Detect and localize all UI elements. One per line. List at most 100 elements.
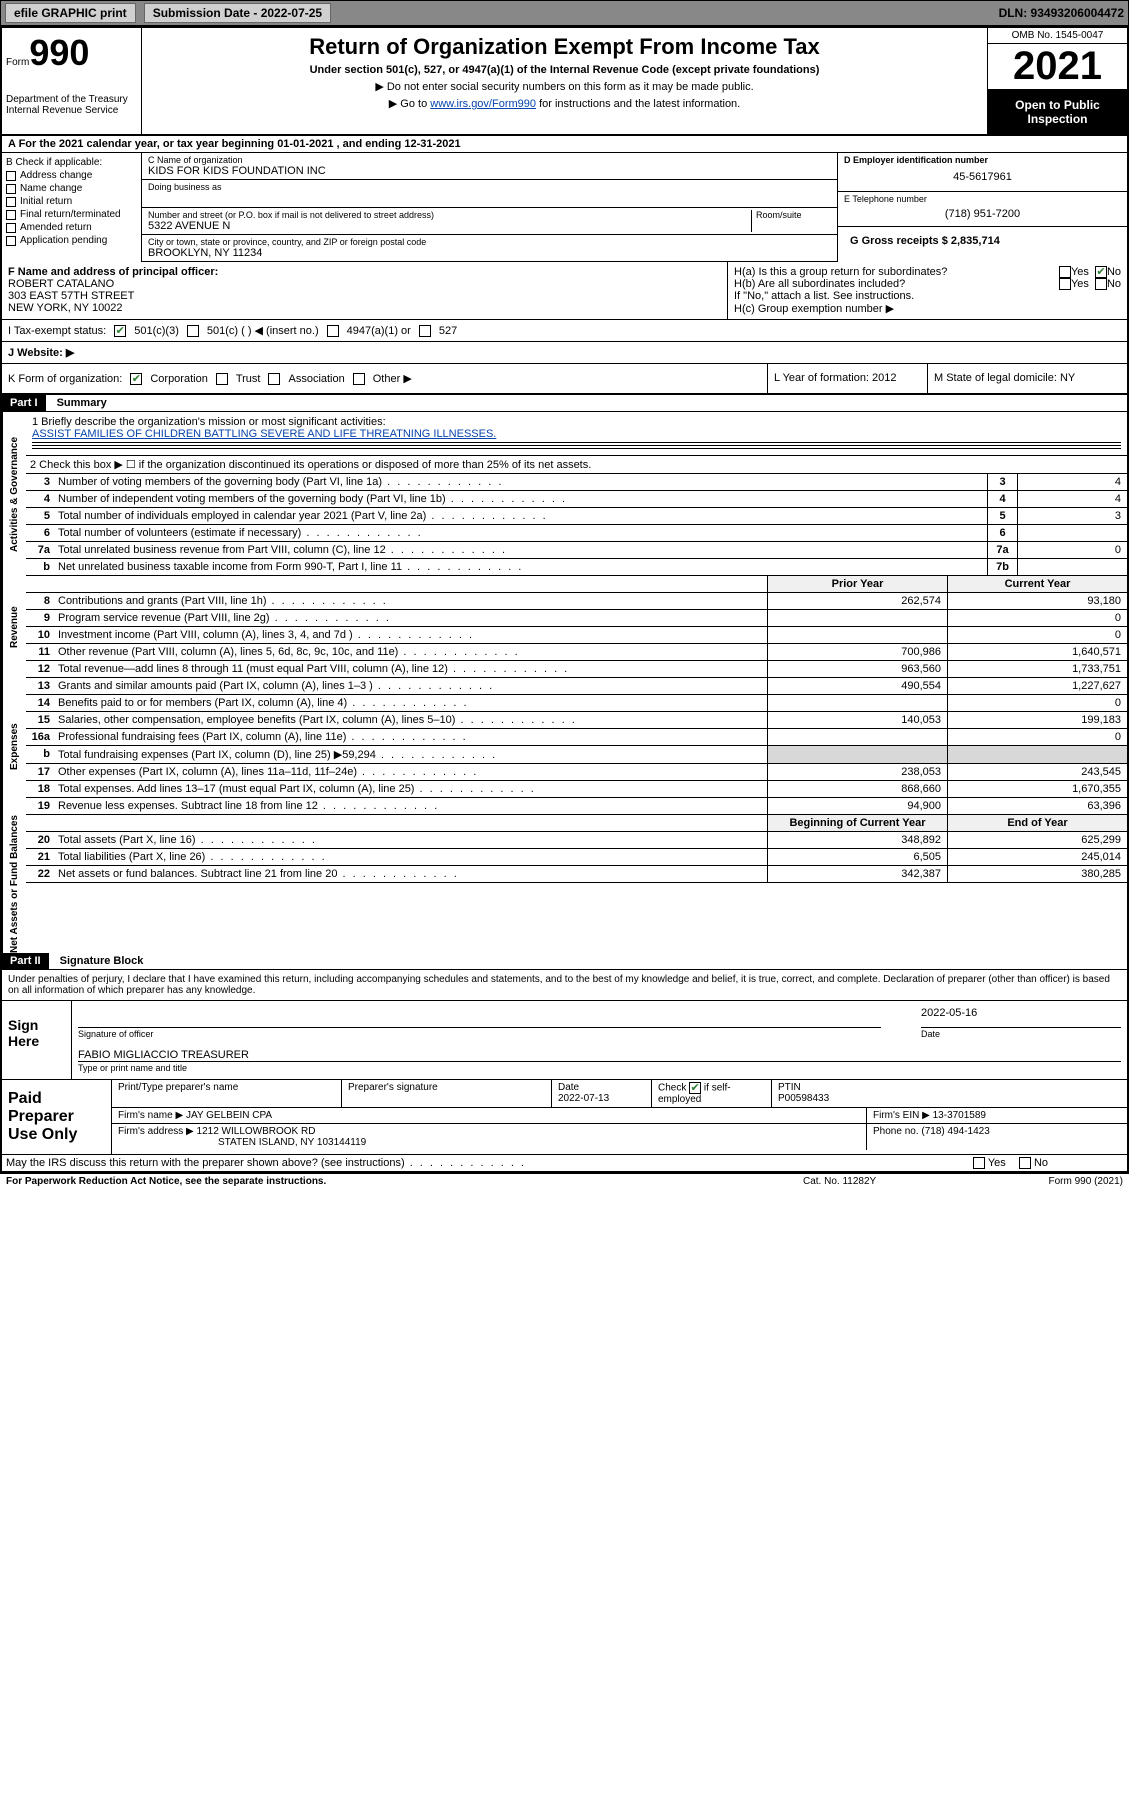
line-ref: 7b bbox=[987, 559, 1017, 575]
row-i: I Tax-exempt status: 501(c)(3) 501(c) ( … bbox=[2, 320, 1127, 342]
line-2: 2 Check this box ▶ ☐ if the organization… bbox=[26, 456, 1127, 473]
val-current: 245,014 bbox=[947, 849, 1127, 865]
chk-501c[interactable] bbox=[187, 325, 199, 337]
form-word: Form bbox=[6, 57, 29, 68]
line-num: 4 bbox=[26, 491, 54, 507]
table-row: 17Other expenses (Part IX, column (A), l… bbox=[26, 764, 1127, 781]
table-row: 20Total assets (Part X, line 16)348,8926… bbox=[26, 832, 1127, 849]
table-row: 15Salaries, other compensation, employee… bbox=[26, 712, 1127, 729]
line-num: 19 bbox=[26, 798, 54, 814]
form-subtitle: Under section 501(c), 527, or 4947(a)(1)… bbox=[152, 64, 977, 76]
footer-form: Form 990 (2021) bbox=[983, 1176, 1123, 1187]
no-label: No bbox=[1034, 1157, 1048, 1169]
firm-ein: 13-3701589 bbox=[933, 1110, 986, 1121]
k-opt: Corporation bbox=[150, 373, 207, 385]
col-current: Current Year bbox=[947, 576, 1127, 592]
preparer-section: Paid Preparer Use Only Print/Type prepar… bbox=[2, 1079, 1127, 1154]
line-num: 21 bbox=[26, 849, 54, 865]
table-row: 4Number of independent voting members of… bbox=[26, 491, 1127, 508]
ha-yes[interactable] bbox=[1059, 266, 1071, 278]
line-val bbox=[1017, 525, 1127, 541]
footer-catno: Cat. No. 11282Y bbox=[803, 1176, 983, 1187]
table-row: 3Number of voting members of the governi… bbox=[26, 474, 1127, 491]
chk-trust[interactable] bbox=[216, 373, 228, 385]
submission-date-button[interactable]: Submission Date - 2022-07-25 bbox=[144, 3, 331, 23]
ha-no[interactable] bbox=[1095, 266, 1107, 278]
chk-501c3[interactable] bbox=[114, 325, 126, 337]
val-prior: 342,387 bbox=[767, 866, 947, 882]
val-current: 380,285 bbox=[947, 866, 1127, 882]
b-opt: Final return/terminated bbox=[20, 209, 121, 220]
discuss-yes[interactable] bbox=[973, 1157, 985, 1169]
line-text: Benefits paid to or for members (Part IX… bbox=[54, 695, 767, 711]
c-name-label: C Name of organization bbox=[148, 155, 831, 165]
val-prior: 700,986 bbox=[767, 644, 947, 660]
phone-label: E Telephone number bbox=[844, 194, 1121, 204]
k-opt: Association bbox=[288, 373, 344, 385]
part2-title: Signature Block bbox=[52, 953, 152, 969]
chk-amended[interactable] bbox=[6, 223, 16, 233]
ein-value: 45-5617961 bbox=[844, 165, 1121, 189]
vtab-revenue: Revenue bbox=[2, 576, 26, 678]
m-state: M State of legal domicile: NY bbox=[927, 364, 1127, 393]
chk-name-change[interactable] bbox=[6, 184, 16, 194]
yes-label: Yes bbox=[1071, 266, 1089, 278]
chk-4947[interactable] bbox=[327, 325, 339, 337]
j-label: J Website: ▶ bbox=[8, 346, 74, 359]
chk-assoc[interactable] bbox=[268, 373, 280, 385]
room-label: Room/suite bbox=[756, 210, 831, 220]
efile-print-button[interactable]: efile GRAPHIC print bbox=[5, 3, 136, 23]
table-row: 22Net assets or fund balances. Subtract … bbox=[26, 866, 1127, 883]
line-text: Revenue less expenses. Subtract line 18 … bbox=[54, 798, 767, 814]
line-val: 4 bbox=[1017, 474, 1127, 490]
val-current: 0 bbox=[947, 627, 1127, 643]
val-current: 0 bbox=[947, 610, 1127, 626]
val-current: 199,183 bbox=[947, 712, 1127, 728]
table-row: 5Total number of individuals employed in… bbox=[26, 508, 1127, 525]
chk-address-change[interactable] bbox=[6, 171, 16, 181]
line-num: 6 bbox=[26, 525, 54, 541]
city-state-zip: BROOKLYN, NY 11234 bbox=[148, 247, 831, 259]
form-number: 990 bbox=[29, 32, 89, 73]
val-current: 93,180 bbox=[947, 593, 1127, 609]
b-opt: Initial return bbox=[20, 196, 72, 207]
l-year: L Year of formation: 2012 bbox=[767, 364, 927, 393]
form-title: Return of Organization Exempt From Incom… bbox=[152, 34, 977, 60]
row-fh: F Name and address of principal officer:… bbox=[2, 262, 1127, 320]
line-num: 17 bbox=[26, 764, 54, 780]
revenue-section: Revenue Prior Year Current Year 8Contrib… bbox=[2, 576, 1127, 678]
hb-no[interactable] bbox=[1095, 278, 1107, 290]
header-mid: Return of Organization Exempt From Incom… bbox=[142, 28, 987, 134]
city-label: City or town, state or province, country… bbox=[148, 237, 831, 247]
opt-501c3: 501(c)(3) bbox=[134, 325, 179, 337]
val-prior: 262,574 bbox=[767, 593, 947, 609]
val-current: 1,733,751 bbox=[947, 661, 1127, 677]
line-text: Total assets (Part X, line 16) bbox=[54, 832, 767, 848]
irs-link[interactable]: www.irs.gov/Form990 bbox=[430, 98, 536, 110]
hb-yes[interactable] bbox=[1059, 278, 1071, 290]
prep-selfemp: Check if self-employed bbox=[652, 1080, 772, 1107]
chk-app-pending[interactable] bbox=[6, 236, 16, 246]
opt-501c: 501(c) ( ) ◀ (insert no.) bbox=[207, 324, 319, 337]
chk-corp[interactable] bbox=[130, 373, 142, 385]
f-officer: F Name and address of principal officer:… bbox=[2, 262, 727, 319]
chk-selfemp[interactable] bbox=[689, 1082, 701, 1094]
may-discuss: May the IRS discuss this return with the… bbox=[2, 1155, 967, 1171]
table-row: 18Total expenses. Add lines 13–17 (must … bbox=[26, 781, 1127, 798]
part2-header: Part II Signature Block bbox=[2, 953, 1127, 970]
val-current: 0 bbox=[947, 729, 1127, 745]
row-a-tax-year: A For the 2021 calendar year, or tax yea… bbox=[2, 136, 1127, 153]
chk-other[interactable] bbox=[353, 373, 365, 385]
chk-final-return[interactable] bbox=[6, 210, 16, 220]
footer-notice: For Paperwork Reduction Act Notice, see … bbox=[6, 1176, 803, 1187]
col-prior: Prior Year bbox=[767, 576, 947, 592]
line-num: 9 bbox=[26, 610, 54, 626]
vtab-expenses: Expenses bbox=[2, 678, 26, 815]
firm-ein-label: Firm's EIN ▶ bbox=[873, 1110, 930, 1121]
line-num: 15 bbox=[26, 712, 54, 728]
discuss-no[interactable] bbox=[1019, 1157, 1031, 1169]
col-d: D Employer identification number 45-5617… bbox=[837, 153, 1127, 262]
chk-527[interactable] bbox=[419, 325, 431, 337]
phone-value: (718) 951-7200 bbox=[844, 204, 1121, 224]
chk-initial-return[interactable] bbox=[6, 197, 16, 207]
